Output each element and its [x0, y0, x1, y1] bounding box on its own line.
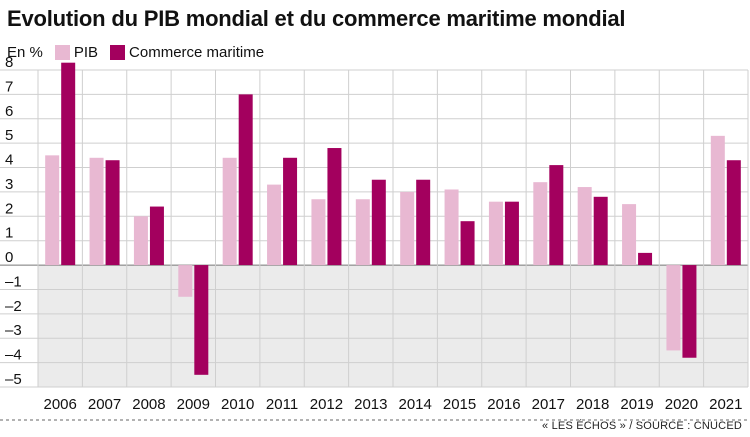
- x-tick-label-2015: 2015: [443, 396, 476, 413]
- bar-pib-2016: [488, 201, 503, 266]
- y-tick-label--4: –4: [5, 347, 22, 364]
- bar-commerce-2006: [61, 62, 76, 266]
- y-tick-label-8: 8: [5, 54, 13, 71]
- x-tick-label-2008: 2008: [132, 396, 165, 413]
- bar-pib-2008: [133, 216, 148, 266]
- bar-commerce-2019: [638, 252, 653, 266]
- legend-swatch-pib: [54, 45, 70, 60]
- bar-commerce-2011: [283, 157, 298, 266]
- y-tick-label--2: –2: [5, 298, 22, 315]
- y-unit-label: En %: [7, 44, 43, 61]
- y-tick-label-4: 4: [5, 152, 13, 169]
- bar-commerce-2021: [726, 160, 741, 266]
- x-tick-label-2010: 2010: [221, 396, 254, 413]
- x-tick-label-2019: 2019: [620, 396, 653, 413]
- y-tick-label-6: 6: [5, 103, 13, 120]
- x-tick-label-2012: 2012: [310, 396, 343, 413]
- x-tick-label-2017: 2017: [532, 396, 565, 413]
- y-tick-label--5: –5: [5, 371, 22, 388]
- bar-pib-2021: [710, 135, 725, 266]
- y-tick-label-5: 5: [5, 127, 13, 144]
- x-tick-label-2006: 2006: [44, 396, 77, 413]
- bar-commerce-2012: [327, 148, 342, 266]
- y-tick-label-1: 1: [5, 225, 13, 242]
- chart-title: Evolution du PIB mondial et du commerce …: [7, 6, 626, 31]
- chart-legend: En % PIB Commerce maritime: [7, 44, 276, 61]
- bar-commerce-2010: [238, 94, 253, 266]
- x-tick-label-2009: 2009: [177, 396, 210, 413]
- legend-label-commerce: Commerce maritime: [129, 44, 265, 61]
- x-tick-label-2018: 2018: [576, 396, 609, 413]
- bar-pib-2009: [178, 265, 193, 297]
- bar-commerce-2016: [504, 201, 519, 266]
- legend-item-pib: PIB: [54, 44, 99, 61]
- x-tick-label-2014: 2014: [399, 396, 432, 413]
- bar-commerce-2020: [682, 265, 697, 358]
- bar-commerce-2017: [549, 165, 564, 266]
- x-tick-label-2021: 2021: [709, 396, 742, 413]
- x-tick-label-2020: 2020: [665, 396, 698, 413]
- y-tick-label-0: 0: [5, 249, 13, 266]
- bar-pib-2007: [89, 157, 104, 266]
- x-tick-label-2013: 2013: [354, 396, 387, 413]
- bar-commerce-2013: [371, 179, 386, 266]
- source-credit: « LES ÉCHOS » / SOURCE : CNUCED: [542, 420, 742, 432]
- bar-pib-2014: [400, 191, 415, 266]
- x-tick-label-2011: 2011: [266, 396, 298, 413]
- bar-pib-2006: [45, 155, 60, 266]
- bar-commerce-2018: [593, 196, 608, 266]
- y-tick-label-2: 2: [5, 200, 13, 217]
- legend-label-pib: PIB: [73, 44, 99, 61]
- bar-commerce-2009: [194, 265, 209, 375]
- bar-commerce-2008: [149, 206, 164, 266]
- bar-pib-2010: [222, 157, 237, 266]
- bar-pib-2012: [311, 199, 326, 266]
- bar-pib-2019: [622, 204, 637, 266]
- bar-pib-2011: [267, 184, 282, 266]
- bar-pib-2015: [444, 189, 459, 266]
- legend-swatch-commerce: [110, 45, 126, 60]
- legend-item-commerce: Commerce maritime: [110, 44, 264, 61]
- bar-pib-2018: [577, 187, 592, 266]
- bar-pib-2013: [355, 199, 370, 266]
- y-tick-label-3: 3: [5, 176, 13, 193]
- y-tick-label--1: –1: [5, 273, 22, 290]
- bar-commerce-2015: [460, 221, 475, 266]
- bar-pib-2020: [666, 265, 681, 351]
- x-tick-label-2016: 2016: [487, 396, 520, 413]
- x-tick-label-2007: 2007: [88, 396, 121, 413]
- bar-commerce-2007: [105, 160, 120, 266]
- bar-commerce-2014: [416, 179, 431, 266]
- y-tick-label--3: –3: [5, 322, 22, 339]
- y-tick-label-7: 7: [5, 78, 13, 95]
- bar-pib-2017: [533, 182, 548, 266]
